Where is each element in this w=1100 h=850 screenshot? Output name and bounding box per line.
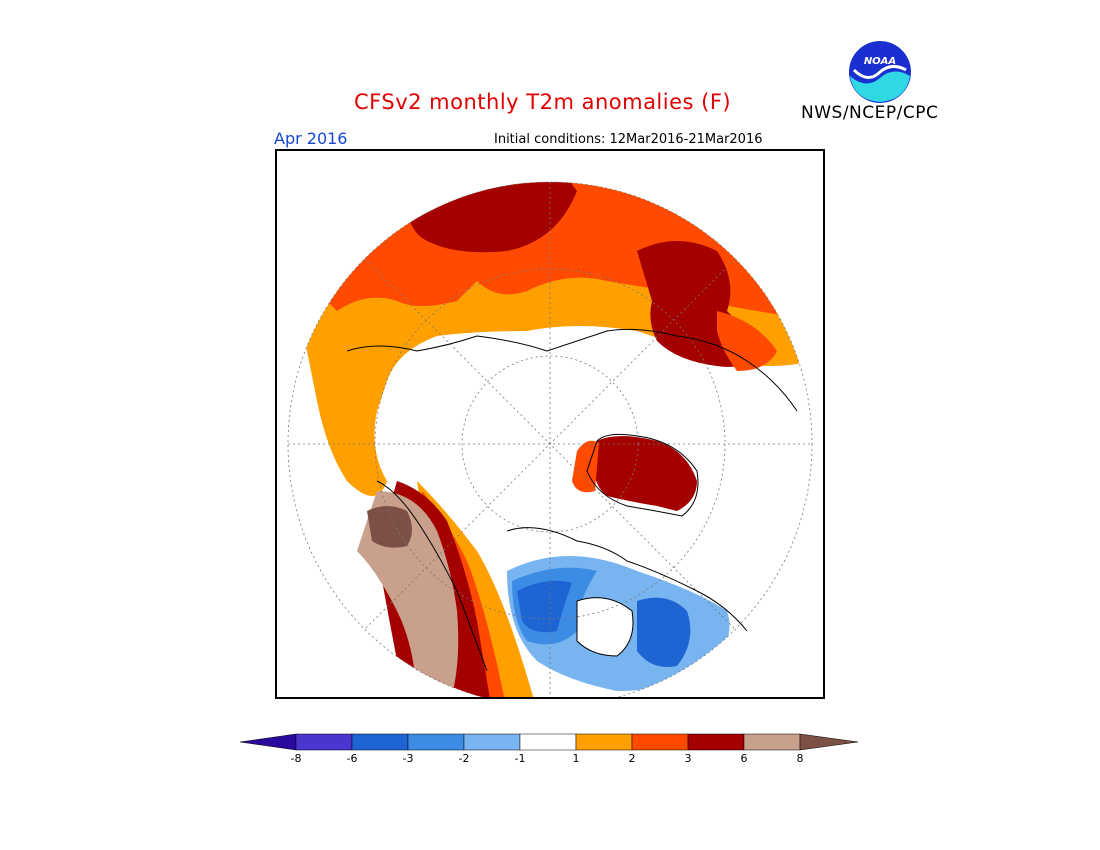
forecast-month: Apr 2016 bbox=[274, 129, 348, 148]
noaa-logo-text: NOAA bbox=[864, 56, 896, 67]
colorbar bbox=[240, 733, 859, 751]
colorbar-segment bbox=[407, 733, 465, 751]
colorbar-segment bbox=[240, 733, 297, 751]
colorbar-tick-label: 6 bbox=[740, 752, 748, 765]
neutral-hudson-bay bbox=[577, 597, 633, 656]
colorbar-tick-label: -6 bbox=[346, 752, 358, 765]
colorbar-tick-label: -1 bbox=[514, 752, 526, 765]
warm-region-plus3-siberia bbox=[407, 182, 577, 253]
colorbar-tick-label: -8 bbox=[290, 752, 302, 765]
gridlines bbox=[287, 181, 813, 697]
colorbar-tick-label: 1 bbox=[572, 752, 580, 765]
organization-label: NWS/NCEP/CPC bbox=[801, 103, 939, 123]
cold-region-minus3-east bbox=[637, 597, 691, 667]
chart-title: CFSv2 monthly T2m anomalies (F) bbox=[354, 90, 732, 114]
colorbar-segment bbox=[351, 733, 409, 751]
anomaly-layer bbox=[297, 182, 812, 697]
warm-region-over8-alaska bbox=[367, 506, 412, 548]
initial-conditions: Initial conditions: 12Mar2016-21Mar2016 bbox=[494, 132, 763, 147]
coastlines bbox=[346, 328, 798, 672]
polar-map bbox=[287, 181, 813, 697]
colorbar-segment bbox=[631, 733, 689, 751]
colorbar-segment bbox=[799, 733, 859, 751]
colorbar-tick-label: 2 bbox=[628, 752, 636, 765]
map-frame bbox=[275, 149, 825, 699]
colorbar-segment bbox=[519, 733, 577, 751]
colorbar-tick-label: 8 bbox=[796, 752, 804, 765]
warm-region-plus3-greenland bbox=[593, 436, 697, 511]
colorbar-segment bbox=[687, 733, 745, 751]
warm-region-plus2-greenland bbox=[572, 440, 599, 493]
cold-region-minus3-west bbox=[517, 580, 572, 633]
noaa-logo: NOAA bbox=[849, 41, 911, 103]
colorbar-tick-label: -2 bbox=[458, 752, 470, 765]
colorbar-segment bbox=[743, 733, 801, 751]
warm-region-plus2-scandinavia bbox=[717, 311, 777, 371]
colorbar-segment bbox=[295, 733, 353, 751]
colorbar-tick-label: -3 bbox=[402, 752, 414, 765]
colorbar-segment bbox=[575, 733, 633, 751]
colorbar-tick-label: 3 bbox=[684, 752, 692, 765]
colorbar-segment bbox=[463, 733, 521, 751]
